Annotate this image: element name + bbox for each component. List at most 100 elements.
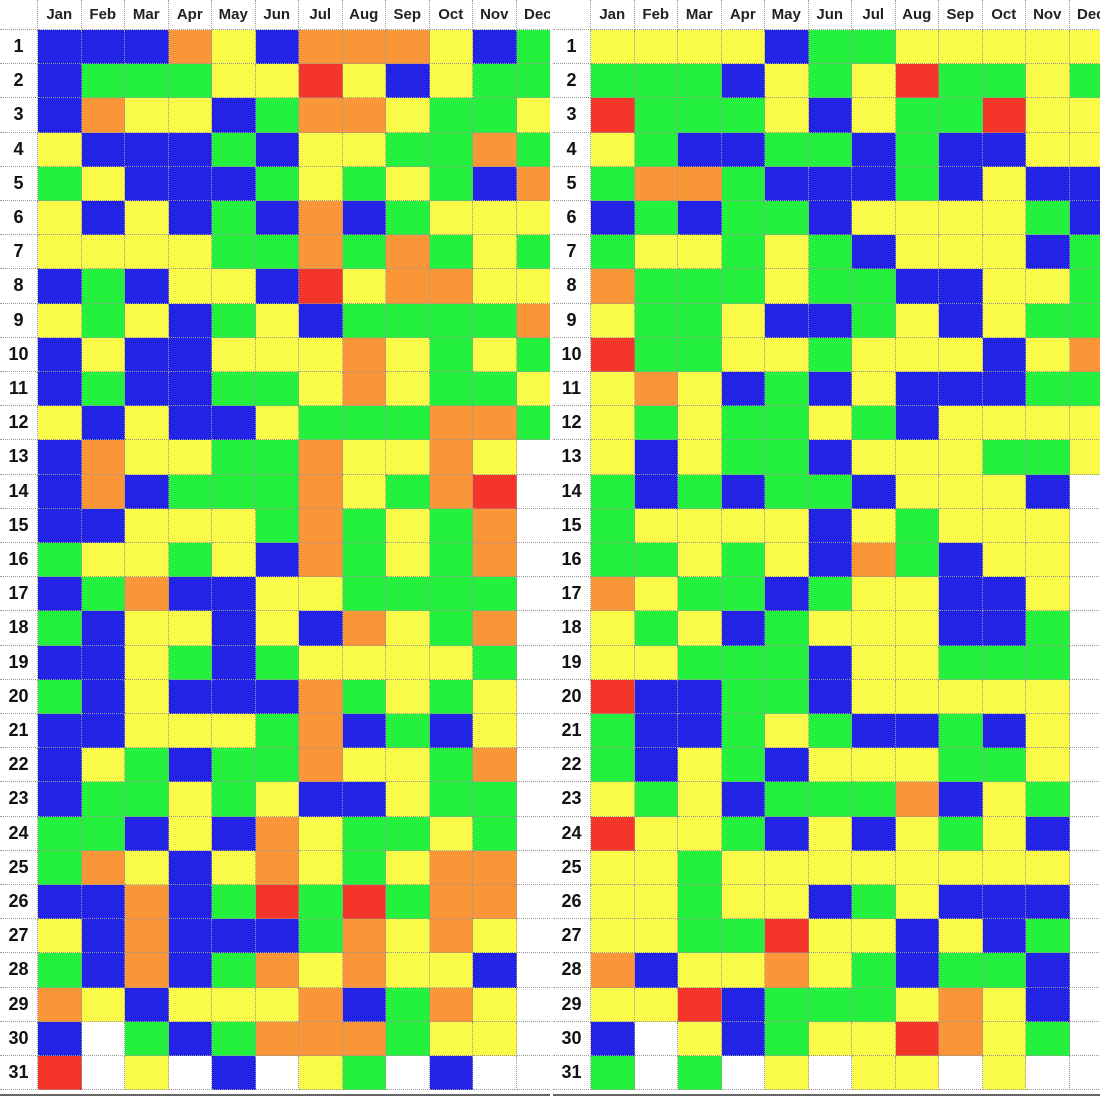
- cell: [386, 474, 430, 509]
- cell: [168, 64, 212, 99]
- cell: [939, 611, 983, 646]
- cell: [721, 132, 765, 167]
- cell: [386, 406, 430, 441]
- cell: [342, 748, 386, 783]
- cell: [721, 508, 765, 543]
- cell: [212, 30, 256, 65]
- cell: [591, 372, 635, 407]
- cell: [982, 303, 1026, 338]
- cell: [1069, 577, 1100, 612]
- cell: [81, 30, 125, 65]
- cell: [678, 201, 722, 236]
- cell: [299, 30, 343, 65]
- cell: [168, 953, 212, 988]
- cell: [38, 1056, 82, 1091]
- cell: [473, 816, 517, 851]
- cell: [125, 953, 169, 988]
- row-header: 26: [553, 885, 591, 920]
- cell: [852, 645, 896, 680]
- cell: [125, 885, 169, 920]
- cell: [634, 372, 678, 407]
- cell: [168, 679, 212, 714]
- cell: [982, 406, 1026, 441]
- cell: [591, 748, 635, 783]
- cell: [342, 132, 386, 167]
- cell: [81, 132, 125, 167]
- cell: [255, 201, 299, 236]
- cell: [299, 235, 343, 270]
- row-header: 20: [0, 679, 38, 714]
- cell: [634, 645, 678, 680]
- cell: [212, 474, 256, 509]
- cell: [852, 474, 896, 509]
- cell: [473, 508, 517, 543]
- cell: [168, 919, 212, 954]
- cell: [765, 1056, 809, 1091]
- cell: [299, 166, 343, 201]
- row-header: 8: [0, 269, 38, 304]
- cell: [255, 166, 299, 201]
- cell: [721, 816, 765, 851]
- cell: [591, 1021, 635, 1056]
- cell: [939, 269, 983, 304]
- cell: [38, 508, 82, 543]
- cell: [168, 303, 212, 338]
- cell: [299, 440, 343, 475]
- cell: [342, 1056, 386, 1091]
- cell: [212, 337, 256, 372]
- cell: [1026, 132, 1070, 167]
- cell: [852, 440, 896, 475]
- cell: [255, 372, 299, 407]
- cell: [38, 201, 82, 236]
- cell: [678, 919, 722, 954]
- row-header: 5: [0, 166, 38, 201]
- cell: [81, 645, 125, 680]
- cell: [38, 1021, 82, 1056]
- cell: [168, 748, 212, 783]
- cell: [939, 372, 983, 407]
- cell: [1069, 816, 1100, 851]
- cell: [852, 337, 896, 372]
- cell: [1069, 235, 1100, 270]
- cell: [591, 235, 635, 270]
- cell: [634, 816, 678, 851]
- cell: [939, 919, 983, 954]
- cell: [125, 748, 169, 783]
- cell: [1026, 372, 1070, 407]
- cell: [473, 714, 517, 749]
- cell: [721, 337, 765, 372]
- cell: [1069, 269, 1100, 304]
- cell: [1069, 611, 1100, 646]
- cell: [38, 98, 82, 133]
- cell: [429, 919, 473, 954]
- cell: [38, 543, 82, 578]
- column-header: Nov: [1026, 0, 1070, 30]
- cell: [473, 303, 517, 338]
- cell: [634, 1021, 678, 1056]
- cell: [125, 611, 169, 646]
- cell: [1026, 474, 1070, 509]
- cell: [386, 919, 430, 954]
- row-header: 16: [553, 543, 591, 578]
- cell: [429, 337, 473, 372]
- column-header: Apr: [168, 0, 212, 30]
- cell: [342, 166, 386, 201]
- cell: [765, 816, 809, 851]
- cell: [895, 337, 939, 372]
- cell: [299, 850, 343, 885]
- cell: [721, 748, 765, 783]
- cell: [125, 166, 169, 201]
- cell: [81, 201, 125, 236]
- cell: [808, 577, 852, 612]
- cell: [386, 132, 430, 167]
- row-header: 13: [0, 440, 38, 475]
- cell: [38, 337, 82, 372]
- row-header: 14: [0, 474, 38, 509]
- column-header: Nov: [473, 0, 517, 30]
- cell: [81, 987, 125, 1022]
- cell: [808, 1021, 852, 1056]
- cell: [808, 98, 852, 133]
- cell: [429, 714, 473, 749]
- cell: [1026, 919, 1070, 954]
- cell: [591, 166, 635, 201]
